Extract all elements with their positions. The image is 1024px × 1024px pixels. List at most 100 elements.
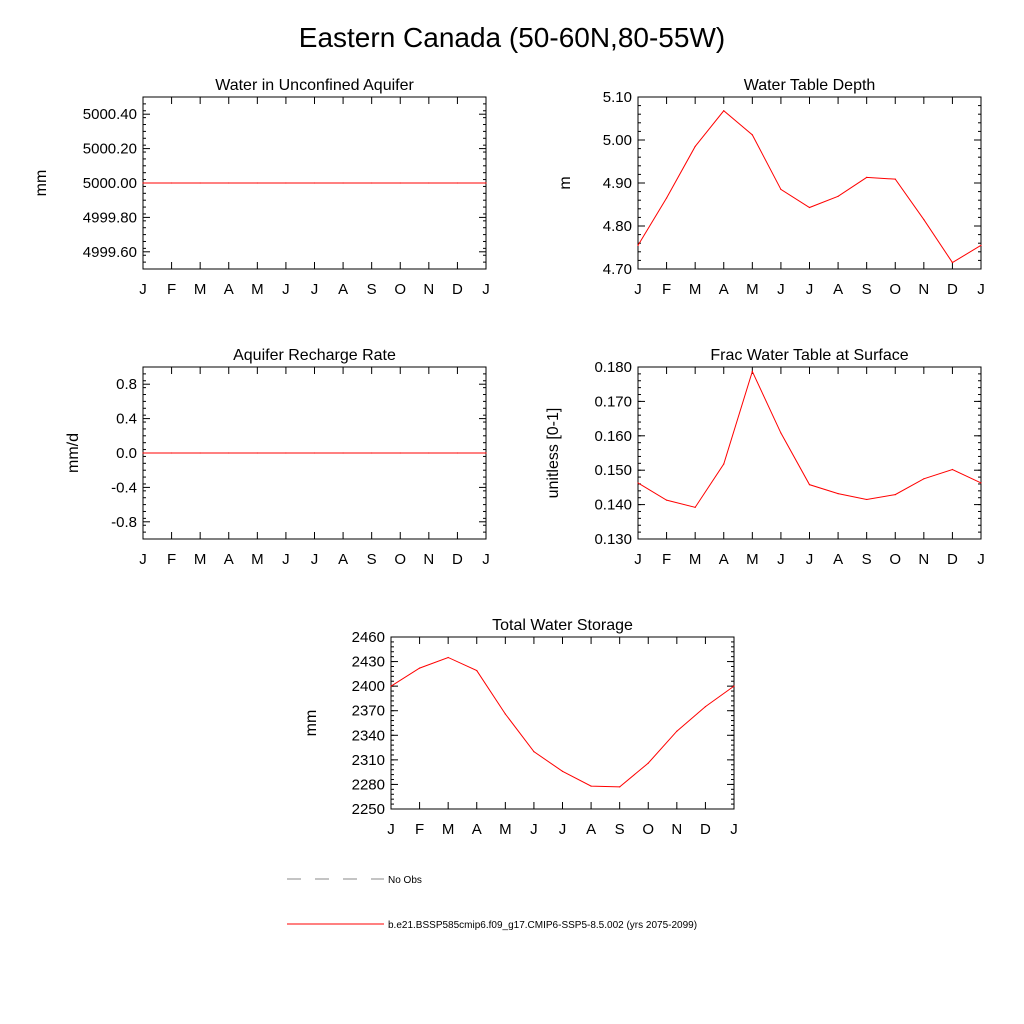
y-tick-label: 4.70 bbox=[603, 261, 632, 278]
y-tick-label: 2280 bbox=[352, 776, 385, 793]
legend-label-model: b.e21.BSSP585cmip6.f09_g17.CMIP6-SSP5-8.… bbox=[388, 920, 697, 931]
x-tick-label: O bbox=[889, 551, 901, 568]
x-tick-label: F bbox=[415, 821, 424, 838]
y-tick-label: 2340 bbox=[352, 727, 385, 744]
x-tick-label: S bbox=[862, 551, 872, 568]
x-tick-label: J bbox=[977, 281, 985, 298]
y-tick-label: 0.170 bbox=[594, 393, 632, 410]
figure-title: Eastern Canada (50-60N,80-55W) bbox=[298, 22, 726, 53]
x-tick-label: S bbox=[367, 551, 377, 568]
data-point bbox=[504, 713, 506, 715]
y-tick-label: 4.80 bbox=[603, 218, 632, 235]
x-tick-label: A bbox=[472, 821, 482, 838]
y-tick-label: 5000.20 bbox=[83, 141, 137, 158]
y-tick-label: 2460 bbox=[352, 629, 385, 646]
data-point bbox=[228, 182, 230, 184]
x-tick-label: D bbox=[700, 821, 711, 838]
series-line-0 bbox=[637, 370, 982, 508]
data-point bbox=[837, 195, 839, 197]
chart-title: Water in Unconfined Aquifer bbox=[215, 77, 414, 94]
x-tick-label: S bbox=[367, 281, 377, 298]
x-tick-label: J bbox=[311, 281, 319, 298]
x-tick-label: J bbox=[139, 281, 147, 298]
x-tick-label: J bbox=[282, 281, 290, 298]
data-point bbox=[733, 685, 735, 687]
data-point bbox=[342, 452, 344, 454]
x-tick-label: A bbox=[338, 281, 348, 298]
data-point bbox=[142, 452, 144, 454]
legend: No Obs b.e21.BSSP585cmip6.f09_g17.CMIP6-… bbox=[287, 875, 697, 931]
x-tick-label: O bbox=[642, 821, 654, 838]
y-tick-label: 4999.80 bbox=[83, 209, 137, 226]
x-tick-label: A bbox=[224, 551, 234, 568]
data-point bbox=[590, 785, 592, 787]
data-point bbox=[694, 145, 696, 148]
y-tick-label: 0.4 bbox=[116, 411, 137, 428]
data-point bbox=[428, 452, 430, 454]
y-axis-label: mm bbox=[33, 170, 50, 197]
x-tick-label: F bbox=[662, 281, 671, 298]
series-line-0 bbox=[637, 110, 982, 264]
data-point bbox=[694, 506, 696, 508]
x-tick-label: J bbox=[730, 821, 738, 838]
data-point bbox=[170, 452, 173, 454]
x-tick-label: M bbox=[442, 821, 455, 838]
y-tick-label: -0.4 bbox=[111, 479, 137, 496]
x-tick-label: M bbox=[746, 551, 759, 568]
y-tick-label: 2370 bbox=[352, 703, 385, 720]
data-point bbox=[418, 667, 421, 669]
y-tick-label: 4999.60 bbox=[83, 244, 137, 261]
x-tick-label: A bbox=[338, 551, 348, 568]
series-line-0 bbox=[390, 656, 735, 788]
x-tick-label: N bbox=[918, 551, 929, 568]
data-point bbox=[723, 463, 725, 465]
x-tick-label: O bbox=[394, 551, 406, 568]
data-point bbox=[647, 762, 649, 764]
x-tick-label: M bbox=[499, 821, 512, 838]
x-tick-label: A bbox=[224, 281, 234, 298]
x-tick-label: M bbox=[251, 551, 264, 568]
y-axis-label: m bbox=[557, 176, 574, 189]
data-point bbox=[485, 182, 487, 184]
data-point bbox=[142, 182, 144, 184]
x-tick-label: J bbox=[482, 281, 490, 298]
data-point bbox=[723, 110, 725, 112]
x-tick-label: M bbox=[689, 281, 702, 298]
data-point bbox=[456, 452, 459, 454]
data-point bbox=[428, 182, 430, 184]
data-point bbox=[456, 182, 459, 184]
chart-title: Frac Water Table at Surface bbox=[710, 347, 908, 364]
x-tick-label: J bbox=[806, 551, 814, 568]
data-point bbox=[285, 452, 287, 454]
y-tick-label: 5000.00 bbox=[83, 175, 137, 192]
x-tick-label: J bbox=[634, 551, 642, 568]
data-point bbox=[390, 685, 392, 687]
x-tick-label: J bbox=[482, 551, 490, 568]
y-tick-label: -0.8 bbox=[111, 514, 137, 531]
data-point bbox=[342, 182, 344, 184]
x-tick-label: J bbox=[806, 281, 814, 298]
y-axis-label: unitless [0-1] bbox=[545, 408, 562, 499]
x-tick-label: N bbox=[918, 281, 929, 298]
data-point bbox=[476, 669, 478, 672]
data-point bbox=[285, 182, 287, 184]
data-point bbox=[447, 656, 449, 659]
chart-title: Total Water Storage bbox=[492, 617, 633, 634]
data-point bbox=[561, 770, 564, 772]
data-point bbox=[533, 751, 535, 753]
data-point bbox=[313, 452, 316, 454]
y-tick-label: 2430 bbox=[352, 654, 385, 671]
data-point bbox=[637, 244, 639, 246]
x-tick-label: J bbox=[387, 821, 395, 838]
data-point bbox=[808, 484, 811, 486]
y-tick-label: 0.130 bbox=[594, 531, 632, 548]
x-tick-label: F bbox=[167, 551, 176, 568]
data-point bbox=[371, 452, 373, 454]
x-tick-label: N bbox=[423, 281, 434, 298]
x-tick-label: N bbox=[671, 821, 682, 838]
x-tick-label: M bbox=[194, 281, 207, 298]
data-point bbox=[751, 134, 753, 136]
data-point bbox=[256, 452, 258, 454]
